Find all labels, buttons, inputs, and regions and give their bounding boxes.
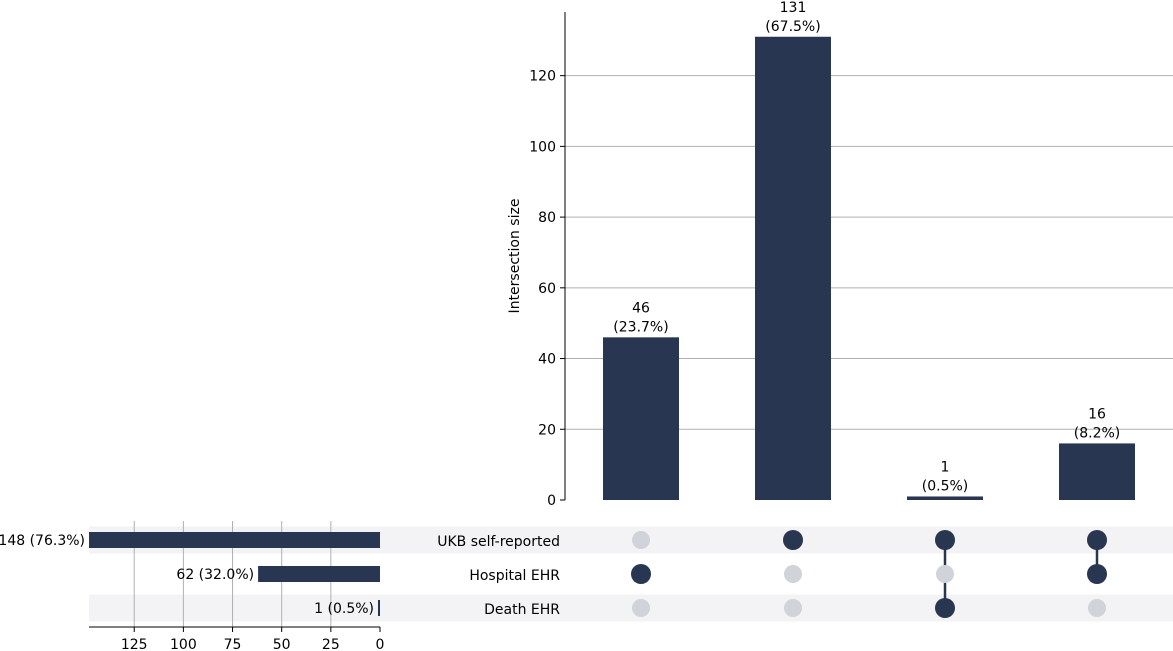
set-size-tick-label: 0 [376, 637, 385, 651]
intersection-bar-labels: 46 (23.7%) 131 (67.5%) 1 (0.5%) 16 (8.2%) [613, 0, 1120, 494]
matrix-dot-active [1087, 530, 1107, 550]
set-size-tick-label: 100 [170, 637, 197, 651]
row-shades [89, 526, 1173, 622]
intersection-percent-label: (0.5%) [922, 478, 969, 494]
set-size-labels: 148 (76.3%) 62 (32.0%) 1 (0.5%) [0, 533, 374, 617]
matrix-row-shade [380, 526, 1173, 554]
matrix-dot-active [935, 530, 955, 550]
intersection-bar [603, 337, 679, 500]
set-size-axis: 125 100 75 50 25 0 [89, 626, 385, 651]
matrix-dot-active [783, 530, 803, 550]
set-size-bar [378, 600, 380, 616]
set-name-label: Hospital EHR [469, 568, 560, 584]
set-size-label: 1 (0.5%) [314, 601, 374, 617]
intersection-count-label: 16 [1088, 406, 1106, 422]
intersection-percent-label: (8.2%) [1074, 425, 1121, 441]
set-size-tick-label: 125 [121, 637, 148, 651]
intersection-tick-label: 20 [538, 422, 556, 438]
set-size-label: 62 (32.0%) [176, 567, 254, 583]
intersection-bar [907, 496, 983, 500]
set-size-tick-label: 25 [322, 637, 340, 651]
set-name-label: Death EHR [484, 602, 560, 618]
intersection-count-label: 131 [780, 0, 807, 16]
intersection-tick-label: 100 [529, 139, 556, 155]
matrix-dot-active [631, 564, 651, 584]
intersection-percent-label: (67.5%) [765, 19, 820, 35]
intersection-bar [755, 36, 831, 500]
set-size-bar [258, 566, 380, 582]
matrix-dot-inactive [632, 599, 650, 617]
intersection-bar [1059, 443, 1135, 500]
intersection-percent-label: (23.7%) [613, 319, 668, 335]
matrix-dot-active [1087, 564, 1107, 584]
intersection-axis-label: Intersection size [507, 199, 523, 314]
set-size-tick-label: 50 [273, 637, 291, 651]
intersection-bars [603, 36, 1135, 500]
matrix-dot-inactive [936, 565, 954, 583]
set-name-label: UKB self-reported [437, 534, 560, 550]
intersection-tick-label: 0 [547, 493, 556, 509]
set-size-bar [89, 532, 380, 548]
intersection-tick-label: 40 [538, 352, 556, 368]
membership-matrix [631, 530, 1107, 618]
matrix-dot-active [935, 598, 955, 618]
intersection-axis: 0 20 40 60 80 100 120 [529, 12, 566, 509]
set-names: UKB self-reported Hospital EHR Death EHR [437, 534, 560, 618]
matrix-dot-inactive [784, 599, 802, 617]
intersection-count-label: 46 [632, 300, 650, 316]
set-size-tick-label: 75 [224, 637, 242, 651]
matrix-row-shade [380, 594, 1173, 622]
matrix-dot-inactive [1088, 599, 1106, 617]
set-size-row-shade [89, 594, 380, 622]
set-size-label: 148 (76.3%) [0, 533, 85, 549]
intersection-tick-label: 60 [538, 281, 556, 297]
intersection-tick-label: 120 [529, 69, 556, 85]
set-size-bars [89, 532, 380, 616]
matrix-dot-inactive [632, 531, 650, 549]
intersection-count-label: 1 [941, 459, 950, 475]
matrix-dot-inactive [784, 565, 802, 583]
intersection-tick-label: 80 [538, 210, 556, 226]
